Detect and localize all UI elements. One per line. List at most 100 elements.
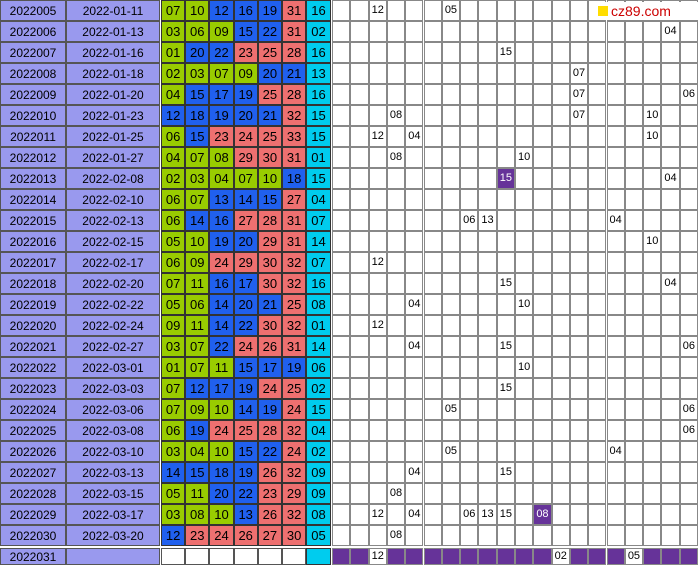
track-empty-cell xyxy=(606,168,625,189)
track-empty-cell xyxy=(460,441,479,462)
track-empty-cell xyxy=(551,336,570,357)
track-empty-cell xyxy=(569,210,589,231)
track-empty-cell xyxy=(423,504,442,525)
red-ball-cell: 32 xyxy=(282,105,307,126)
track-empty-cell xyxy=(478,399,497,420)
track-empty-cell xyxy=(386,357,406,378)
date-cell: 2022-02-10 xyxy=(66,189,160,210)
track-empty-cell xyxy=(569,525,589,546)
red-ball-cell: 05 xyxy=(161,294,186,315)
track-empty-cell xyxy=(661,525,680,546)
period-cell: 2022012 xyxy=(0,147,66,168)
track-empty-cell xyxy=(588,357,607,378)
track-empty-cell xyxy=(569,231,589,252)
red-ball-empty-cell xyxy=(257,548,282,565)
track-empty-cell xyxy=(569,147,589,168)
red-ball-cell: 14 xyxy=(209,294,234,315)
track-empty-cell xyxy=(515,252,534,273)
track-empty-cell xyxy=(679,231,698,252)
track-empty-cell xyxy=(533,462,552,483)
track-empty-cell xyxy=(423,126,442,147)
red-ball-cell: 11 xyxy=(185,483,210,504)
track-empty-cell xyxy=(588,42,607,63)
date-cell: 2022-02-13 xyxy=(66,210,160,231)
track-empty-cell xyxy=(423,168,442,189)
red-ball-cell: 19 xyxy=(233,378,258,399)
track-empty-cell xyxy=(624,21,644,42)
track-empty-cell xyxy=(679,21,698,42)
track-empty-cell xyxy=(551,126,570,147)
date-cell: 2022-02-20 xyxy=(66,273,160,294)
track-empty-cell xyxy=(405,441,424,462)
track-empty-cell xyxy=(350,252,369,273)
red-ball-cell: 24 xyxy=(233,126,258,147)
blue-ball-cell: 04 xyxy=(306,420,331,441)
red-ball-cell: 07 xyxy=(161,273,186,294)
track-empty-cell xyxy=(350,357,369,378)
track-empty-cell xyxy=(350,0,369,21)
track-empty-cell xyxy=(478,189,497,210)
track-empty-cell xyxy=(588,420,607,441)
track-empty-cell xyxy=(350,147,369,168)
period-cell: 2022011 xyxy=(0,126,66,147)
track-empty-cell xyxy=(679,462,698,483)
track-empty-cell xyxy=(515,105,534,126)
track-empty-cell xyxy=(332,189,351,210)
track-empty-cell xyxy=(569,441,589,462)
track-empty-cell xyxy=(496,210,515,231)
track-value-cell: 04 xyxy=(405,126,424,147)
red-ball-cell: 23 xyxy=(257,483,282,504)
track-empty-cell xyxy=(588,189,607,210)
track-empty-cell xyxy=(661,462,680,483)
track-empty-cell xyxy=(551,273,570,294)
track-empty-cell xyxy=(551,210,570,231)
track-empty-cell xyxy=(643,189,662,210)
track-empty-cell xyxy=(588,315,607,336)
track-empty-cell xyxy=(643,357,662,378)
track-empty-cell xyxy=(332,147,351,168)
track-value-cell: 10 xyxy=(515,294,534,315)
track-empty-cell xyxy=(441,105,461,126)
track-empty-cell xyxy=(643,420,662,441)
track-empty-cell xyxy=(368,399,387,420)
track-empty-cell xyxy=(332,294,351,315)
red-ball-cell: 19 xyxy=(233,84,258,105)
track-value-cell: 15 xyxy=(496,336,515,357)
track-empty-cell xyxy=(533,210,552,231)
track-empty-cell xyxy=(606,420,625,441)
red-ball-cell: 05 xyxy=(161,231,186,252)
track-empty-cell xyxy=(478,168,497,189)
track-empty-cell xyxy=(350,483,369,504)
red-ball-cell: 25 xyxy=(282,378,307,399)
date-cell: 2022-02-24 xyxy=(66,315,160,336)
track-empty-cell xyxy=(496,63,515,84)
period-cell: 2022025 xyxy=(0,420,66,441)
track-empty-cell xyxy=(441,84,461,105)
track-empty-cell xyxy=(496,126,515,147)
track-empty-cell xyxy=(368,420,387,441)
track-empty-cell xyxy=(332,63,351,84)
track-empty-cell xyxy=(606,252,625,273)
track-empty-cell xyxy=(679,378,698,399)
track-pending-cell xyxy=(350,548,369,565)
track-empty-cell xyxy=(368,210,387,231)
track-empty-cell xyxy=(423,189,442,210)
red-ball-cell: 15 xyxy=(257,189,282,210)
track-empty-cell xyxy=(478,252,497,273)
track-empty-cell xyxy=(679,210,698,231)
track-empty-cell xyxy=(569,504,589,525)
period-cell: 2022008 xyxy=(0,63,66,84)
track-empty-cell xyxy=(661,294,680,315)
track-empty-cell xyxy=(332,378,351,399)
red-ball-cell: 31 xyxy=(282,336,307,357)
track-empty-cell xyxy=(460,420,479,441)
track-empty-cell xyxy=(533,189,552,210)
track-empty-cell xyxy=(386,315,406,336)
track-empty-cell xyxy=(423,420,442,441)
track-empty-cell xyxy=(588,168,607,189)
red-ball-cell: 12 xyxy=(161,525,186,546)
track-empty-cell xyxy=(624,420,644,441)
track-empty-cell xyxy=(405,273,424,294)
track-empty-cell xyxy=(551,294,570,315)
blue-ball-cell: 16 xyxy=(306,42,331,63)
